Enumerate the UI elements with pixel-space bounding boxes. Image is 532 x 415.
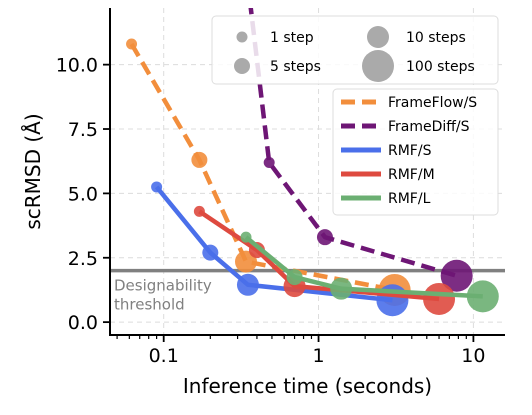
size-legend-box — [211, 15, 499, 85]
x-tick-label: 10 — [461, 345, 485, 367]
legend-layer: 1 step 10 steps 5 steps 100 steps FrameFlow/… — [211, 15, 499, 216]
series-point-rmf-l — [286, 269, 303, 286]
x-axis-label: Inference time (seconds) — [183, 374, 432, 398]
series-legend-label: FrameFlow/S — [388, 95, 477, 111]
y-tick-label: 0.0 — [68, 312, 98, 334]
series-legend-label: RMF/S — [388, 143, 432, 159]
series-point-framediff-s — [263, 156, 275, 168]
y-tick-label: 5.0 — [68, 183, 98, 205]
series-point-frameflow-s — [234, 250, 257, 273]
series-point-frameflow-s — [126, 38, 138, 50]
series-point-rmf-s — [151, 181, 163, 193]
threshold-label-line2: threshold — [114, 296, 185, 314]
series-layer — [126, 8, 499, 317]
x-tick-label: 0.1 — [149, 345, 179, 367]
series-point-rmf-m — [193, 205, 205, 217]
series-point-rmf-m — [423, 282, 456, 315]
series-point-rmf-s — [202, 244, 219, 261]
series-point-rmf-l — [330, 277, 353, 300]
series-point-frameflow-s — [191, 151, 208, 168]
series-line-frameflow-s — [129, 42, 396, 293]
y-tick-label: 10.0 — [56, 55, 98, 77]
y-tick-label: 2.5 — [68, 248, 98, 270]
size-legend-marker — [234, 58, 250, 74]
size-legend-label: 10 steps — [406, 30, 466, 46]
y-axis-label: scRMSD (Å) — [21, 113, 45, 229]
size-legend-label: 1 step — [270, 30, 314, 46]
series-point-rmf-m — [248, 242, 265, 259]
threshold-label-line1: Designability — [114, 277, 212, 295]
size-legend-label: 5 steps — [270, 59, 321, 75]
series-point-rmf-l — [466, 280, 499, 313]
size-legend-marker — [236, 31, 248, 43]
y-tick-label: 7.5 — [68, 119, 98, 141]
series-legend-label: RMF/L — [388, 191, 431, 207]
series-line-framediff-s — [248, 8, 458, 278]
series-legend-box — [332, 88, 499, 216]
size-legend-label: 100 steps — [406, 59, 475, 75]
series-point-framediff-s — [316, 229, 333, 246]
series-point-framediff-s — [440, 259, 473, 292]
size-legend-marker — [367, 26, 389, 48]
series-clip-group — [126, 8, 499, 317]
series-legend-label: RMF/M — [388, 167, 435, 183]
series-line-rmf-m — [198, 209, 440, 302]
series-line-rmf-l — [244, 235, 483, 299]
x-tick-label: 1 — [312, 345, 324, 367]
axes-layer: 0.0 2.5 5.0 7.5 10.0 0.1 1 10 Inference time (se… — [21, 8, 505, 398]
size-legend-marker — [362, 50, 394, 82]
series-point-rmf-s — [236, 273, 259, 296]
series-legend-label: FrameDiff/S — [388, 119, 470, 135]
series-line-rmf-s — [154, 185, 393, 303]
series-point-rmf-l — [240, 231, 252, 243]
